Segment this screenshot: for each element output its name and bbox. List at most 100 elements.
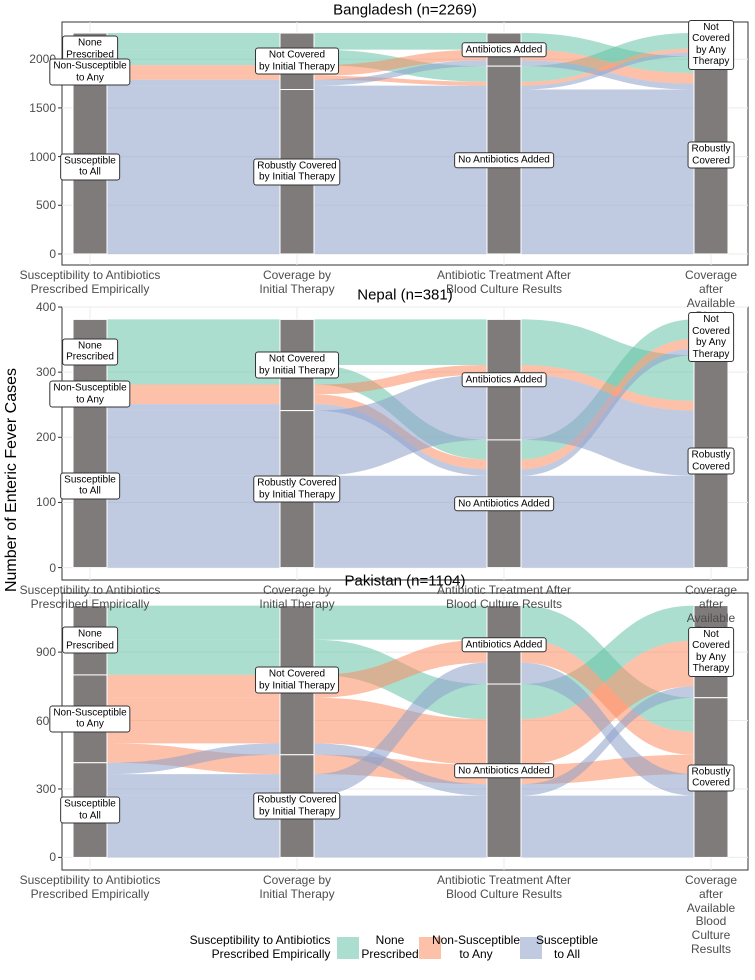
stratum-label: Not Covered by Initial Therapy bbox=[255, 666, 339, 694]
flow bbox=[314, 85, 487, 90]
x-axis-label: Coverage by Initial Therapy bbox=[259, 583, 335, 611]
flow bbox=[314, 33, 487, 50]
stratum-label: Antibiotics Added bbox=[461, 637, 547, 653]
x-axis-label: Susceptibility to Antibiotics Prescribed… bbox=[19, 873, 161, 901]
stratum-label: Antibiotics Added bbox=[461, 371, 547, 388]
stratum-label: Not Covered by Any Therapy bbox=[688, 312, 734, 363]
flow bbox=[314, 475, 487, 568]
y-tick-label: 500 bbox=[35, 198, 56, 213]
y-tick-label: 300 bbox=[35, 781, 56, 796]
x-axis-label: Susceptibility to Antibiotics Prescribed… bbox=[19, 583, 161, 611]
flow bbox=[107, 394, 280, 405]
y-tick-label: 300 bbox=[35, 365, 56, 380]
stratum-label: No Antibiotics Added bbox=[454, 762, 554, 779]
flow bbox=[107, 639, 280, 675]
x-axis-label: Antibiotic Treatment After Blood Culture… bbox=[436, 268, 572, 296]
x-axis-label: Coverage by Initial Therapy bbox=[259, 268, 335, 296]
flow bbox=[314, 89, 487, 254]
flow bbox=[314, 605, 487, 640]
flow bbox=[107, 605, 280, 640]
flow bbox=[107, 365, 280, 385]
flow bbox=[521, 475, 694, 568]
flow bbox=[107, 795, 280, 858]
flow bbox=[314, 743, 487, 796]
flow bbox=[521, 640, 694, 765]
x-axis-label: Susceptibility to Antibiotics Prescribed… bbox=[19, 268, 161, 296]
flow bbox=[314, 374, 487, 476]
stratum-label: Non-Susceptible to Any bbox=[49, 705, 131, 733]
stratum-label: Non-Susceptible to Any bbox=[49, 58, 131, 86]
stratum-label: Robustly Covered bbox=[687, 141, 735, 169]
stratum-label: None Prescribed bbox=[62, 338, 118, 366]
flow bbox=[107, 697, 280, 744]
legend-title: Susceptibility to Antibiotics Prescribed… bbox=[189, 933, 331, 961]
legend-key bbox=[419, 937, 441, 959]
panel-title: Pakistan (n=1104) bbox=[344, 572, 466, 590]
stratum-label: Antibiotics Added bbox=[461, 41, 547, 58]
flow bbox=[314, 795, 487, 858]
stratum-label: Robustly Covered by Initial Therapy bbox=[253, 792, 341, 820]
flow bbox=[107, 79, 280, 86]
y-tick-label: 1500 bbox=[29, 100, 56, 115]
stratum-label: Non-Susceptible to Any bbox=[49, 380, 131, 408]
flow bbox=[521, 33, 694, 82]
y-tick-label: 200 bbox=[35, 430, 56, 445]
flow bbox=[107, 410, 280, 476]
y-tick-label: 0 bbox=[49, 560, 56, 575]
legend-key bbox=[520, 937, 542, 959]
flow bbox=[107, 743, 280, 775]
flow bbox=[107, 404, 280, 411]
flow bbox=[314, 319, 487, 366]
stratum-label: None Prescribed bbox=[62, 626, 118, 654]
legend-label: None Prescribed bbox=[361, 933, 419, 961]
y-tick-label: 900 bbox=[35, 645, 56, 660]
stratum-label: Robustly Covered by Initial Therapy bbox=[253, 475, 341, 503]
stratum-label: No Antibiotics Added bbox=[454, 496, 554, 512]
panel-title: Bangladesh (n=2269) bbox=[333, 1, 477, 19]
flow bbox=[107, 319, 280, 366]
y-tick-label: 0 bbox=[49, 246, 56, 261]
flow bbox=[314, 365, 487, 395]
flow bbox=[107, 89, 280, 254]
flow bbox=[107, 75, 280, 80]
flow bbox=[107, 774, 280, 796]
flow bbox=[314, 639, 487, 698]
y-axis-label: Number of Enteric Fever Cases bbox=[3, 367, 20, 593]
flow bbox=[521, 662, 694, 796]
x-axis-label: Coverage by Initial Therapy bbox=[259, 873, 335, 901]
stratum-label: Not Covered by Initial Therapy bbox=[255, 351, 339, 379]
stratum-label: Robustly Covered bbox=[687, 764, 735, 792]
stratum-label: No Antibiotics Added bbox=[454, 152, 554, 168]
flow bbox=[107, 49, 280, 66]
flow bbox=[521, 365, 694, 411]
stratum-label: Not Covered by Any Therapy bbox=[688, 19, 734, 70]
flow bbox=[107, 384, 280, 395]
legend-key bbox=[337, 937, 359, 959]
flow bbox=[521, 48, 694, 86]
flow bbox=[107, 65, 280, 76]
flow bbox=[107, 475, 280, 568]
flow bbox=[314, 60, 487, 86]
stratum-label: Robustly Covered bbox=[687, 447, 735, 475]
y-tick-label: 100 bbox=[35, 495, 56, 510]
stratum-label: Robustly Covered by Initial Therapy bbox=[253, 158, 341, 186]
stratum-label: Susceptible to All bbox=[60, 472, 120, 500]
flow bbox=[521, 795, 694, 858]
flow bbox=[521, 319, 694, 401]
y-tick-label: 1000 bbox=[29, 149, 56, 164]
flow bbox=[521, 686, 694, 796]
panel-title: Nepal (n=381) bbox=[357, 286, 453, 304]
stratum-label: Not Covered by Any Therapy bbox=[688, 626, 734, 677]
flow bbox=[521, 374, 694, 476]
stratum-label: Susceptible to All bbox=[60, 796, 120, 824]
x-axis-label: Coverage after Available Blood Culture R… bbox=[684, 873, 738, 956]
y-tick-label: 400 bbox=[35, 300, 56, 315]
y-tick-label: 0 bbox=[49, 850, 56, 865]
stratum-label: Not Covered by Initial Therapy bbox=[255, 47, 339, 75]
legend-label: Non-Susceptible to Any bbox=[431, 933, 521, 961]
flow bbox=[107, 33, 280, 50]
flow bbox=[521, 52, 694, 90]
flow bbox=[521, 89, 694, 254]
